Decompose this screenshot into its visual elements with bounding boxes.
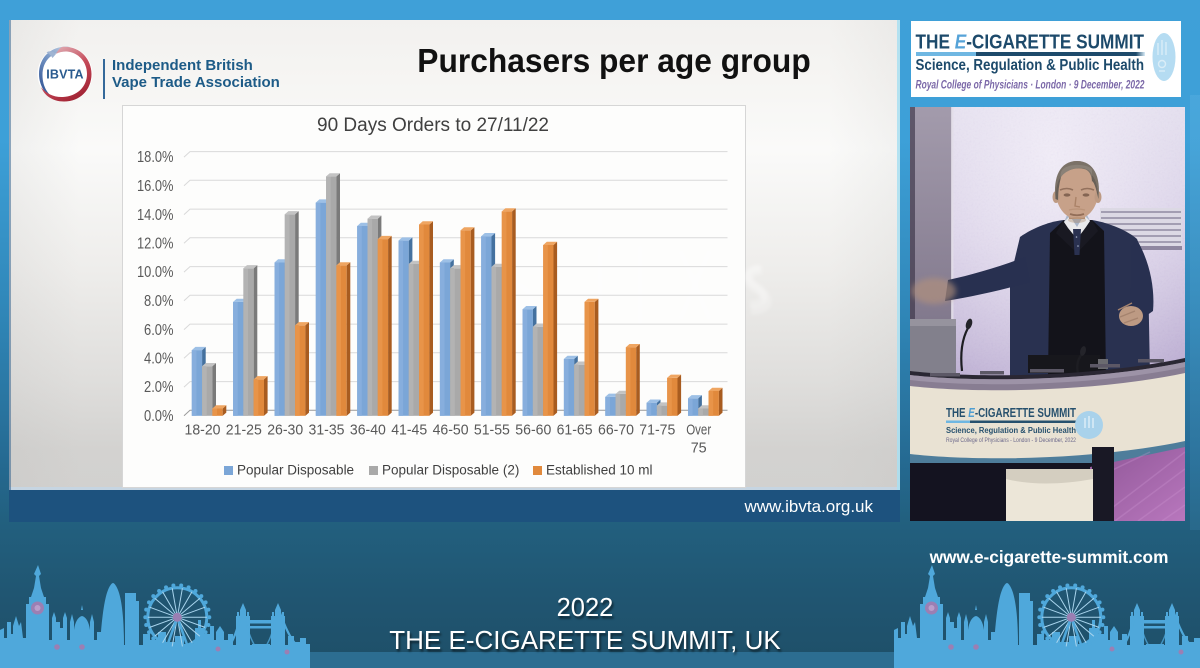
svg-text:Science, Regulation & Public H: Science, Regulation & Public Health	[946, 425, 1076, 435]
svg-text:12.0%: 12.0%	[137, 236, 174, 253]
svg-text:41-45: 41-45	[391, 423, 427, 439]
svg-text:36-40: 36-40	[350, 423, 386, 439]
svg-text:Popular Disposable: Popular Disposable	[237, 463, 354, 478]
svg-text:26-30: 26-30	[267, 423, 303, 439]
svg-text:Royal College of Physicians ·: Royal College of Physicians · London · 9…	[916, 80, 1145, 92]
svg-text:THE E-CIGARETTE SUMMIT: THE E-CIGARETTE SUMMIT	[916, 31, 1145, 54]
svg-text:90 Days Orders to 27/11/22: 90 Days Orders to 27/11/22	[317, 115, 549, 136]
svg-text:4.0%: 4.0%	[144, 351, 174, 368]
svg-text:46-50: 46-50	[433, 423, 469, 439]
svg-text:66-70: 66-70	[598, 423, 634, 439]
svg-text:16.0%: 16.0%	[137, 178, 174, 195]
svg-text:31-35: 31-35	[309, 423, 345, 439]
svg-text:IBVTA: IBVTA	[46, 68, 84, 82]
svg-text:THE E-CIGARETTE SUMMIT: THE E-CIGARETTE SUMMIT	[946, 406, 1076, 420]
svg-text:0.0%: 0.0%	[144, 408, 174, 425]
svg-text:71-75: 71-75	[639, 423, 675, 439]
svg-text:18.0%: 18.0%	[137, 149, 174, 166]
svg-text:10.0%: 10.0%	[137, 264, 174, 281]
svg-text:Royal College of Physicians -: Royal College of Physicians - London - 9…	[946, 438, 1077, 444]
svg-text:Popular Disposable (2): Popular Disposable (2)	[382, 463, 519, 478]
svg-text:56-60: 56-60	[515, 423, 551, 439]
svg-text:Over: Over	[686, 423, 711, 439]
svg-text:2.0%: 2.0%	[144, 379, 174, 396]
svg-text:21-25: 21-25	[226, 423, 262, 439]
svg-text:6.0%: 6.0%	[144, 322, 174, 339]
svg-text:61-65: 61-65	[557, 423, 593, 439]
svg-text:8.0%: 8.0%	[144, 293, 174, 310]
svg-text:Science, Regulation & Public H: Science, Regulation & Public Health	[916, 57, 1145, 74]
svg-text:14.0%: 14.0%	[137, 207, 174, 224]
svg-text:51-55: 51-55	[474, 423, 510, 439]
svg-text:18-20: 18-20	[185, 423, 221, 439]
svg-text:Established 10 ml: Established 10 ml	[546, 463, 653, 478]
svg-text:75: 75	[691, 441, 707, 457]
